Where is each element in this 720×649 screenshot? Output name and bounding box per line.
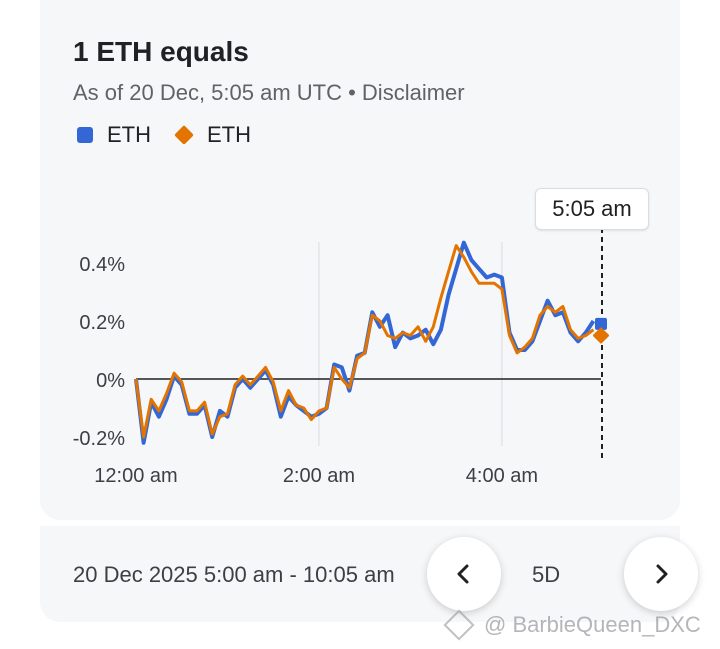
x-tick-label: 4:00 am — [466, 465, 538, 487]
legend-square-icon — [77, 127, 93, 143]
series-line-eth-orange — [134, 244, 595, 439]
y-tick-label: 0.2% — [79, 312, 125, 334]
x-tick-label: 12:00 am — [94, 465, 177, 487]
y-axis-ticks: 0.4% 0.2% 0% -0.2% — [73, 254, 125, 450]
date-range-label: 20 Dec 2025 5:00 am - 10:05 am — [73, 562, 395, 587]
legend-label: ETH — [207, 122, 251, 147]
watermark-text: @ BarbieQueen_DXC — [484, 612, 701, 637]
x-axis-ticks: 12:00 am 2:00 am 4:00 am — [94, 465, 538, 487]
grid-lines — [318, 242, 503, 446]
legend-item-eth-orange[interactable]: ETH — [174, 122, 251, 148]
range-bar — [40, 526, 680, 622]
legend-item-eth-blue[interactable]: ETH — [77, 122, 151, 148]
next-range-button[interactable] — [624, 537, 698, 611]
watermark: @ BarbieQueen_DXC — [443, 609, 701, 641]
y-tick-label: -0.2% — [73, 428, 125, 450]
x-tick-label: 2:00 am — [283, 465, 355, 487]
previous-range-button[interactable] — [427, 537, 501, 611]
as-of-subtitle: As of 20 Dec, 5:05 am UTC • Disclaimer — [73, 80, 465, 105]
chevron-left-icon — [457, 564, 469, 584]
watermark-logo-icon — [443, 609, 475, 641]
series-markers — [592, 317, 610, 344]
hover-time-tooltip: 5:05 am — [535, 188, 649, 230]
series-line-eth-blue — [134, 240, 596, 445]
chevron-right-icon — [656, 564, 668, 584]
series-marker-eth-orange — [592, 327, 610, 344]
y-tick-label: 0.4% — [79, 254, 125, 276]
legend-label: ETH — [107, 122, 151, 147]
page-title: 1 ETH equals — [73, 36, 249, 67]
price-chart[interactable]: 0.4% 0.2% 0% -0.2% 12:00 am 2:00 am 4:00 am — [0, 0, 720, 520]
y-tick-label: 0% — [96, 370, 125, 392]
series-marker-eth-blue — [595, 317, 607, 330]
series-lines — [134, 240, 596, 445]
period-5d-tab[interactable]: 5D — [532, 562, 561, 587]
